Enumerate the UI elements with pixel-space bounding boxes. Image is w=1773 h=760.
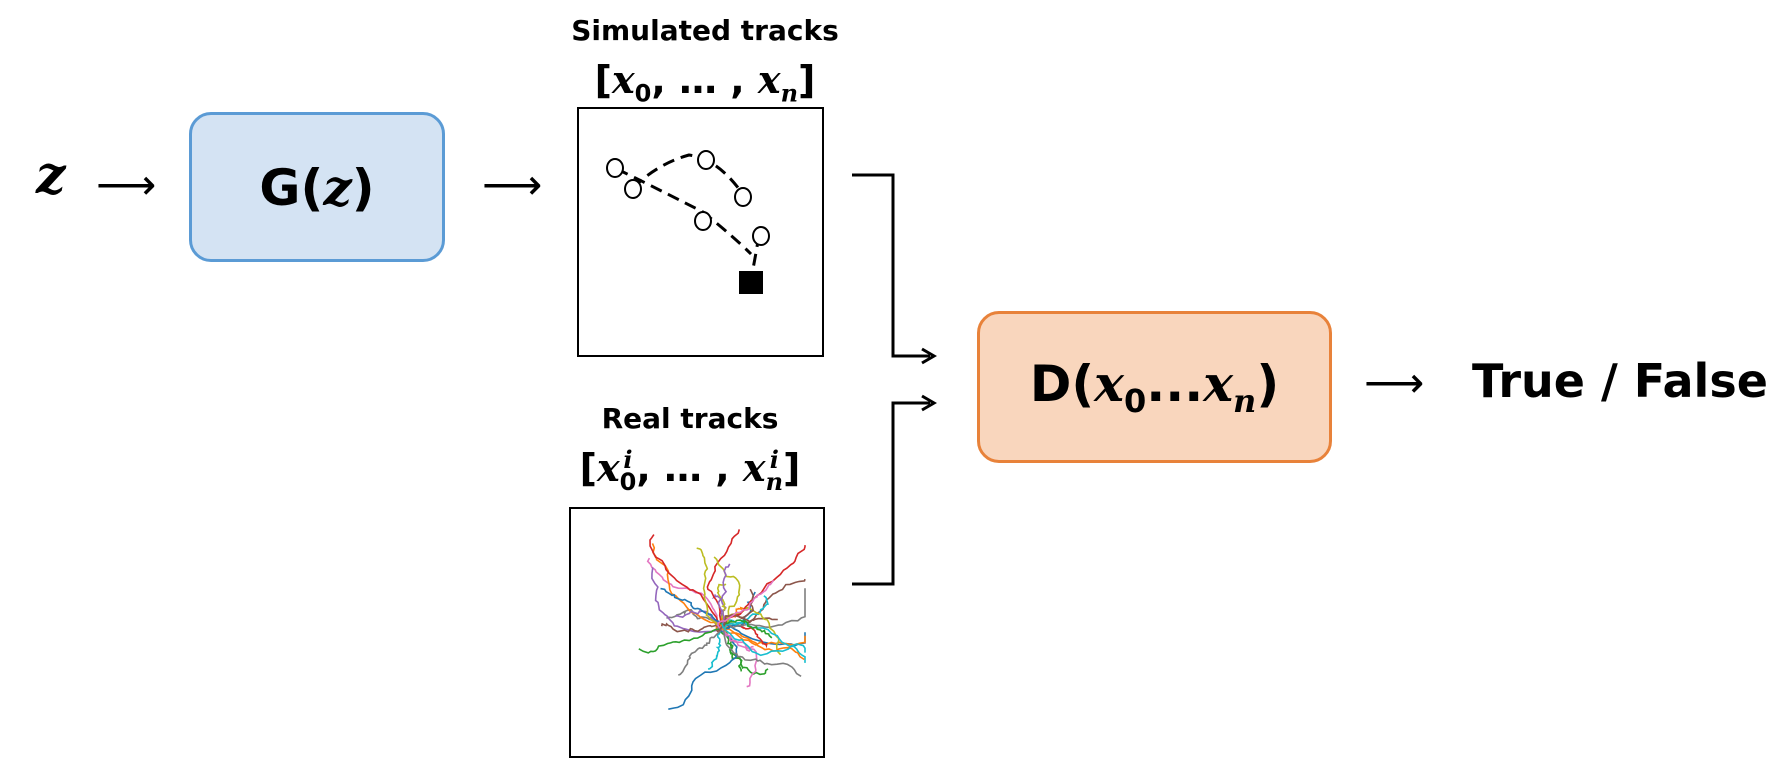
sim-track-point — [697, 150, 715, 170]
connector-real — [852, 401, 930, 586]
sim-track-point — [734, 187, 752, 207]
sim-seq-last: x — [757, 57, 781, 102]
input-z-symbol: z — [36, 145, 66, 206]
sim-track-path-2 — [631, 153, 746, 197]
discriminator-box: D(x0...xn) — [977, 311, 1332, 463]
real-track-line — [638, 628, 721, 654]
real-seq-close: ] — [783, 446, 801, 490]
real-seq-last-sub: n — [765, 466, 784, 496]
real-seq-first-sub: 0 — [619, 467, 637, 496]
real-track-line — [668, 629, 738, 710]
real-track-line — [660, 622, 720, 633]
simulated-tracks-sequence: [x0, … , xn] — [560, 58, 850, 116]
generator-prefix: G( — [259, 158, 324, 217]
sim-seq-close: ] — [798, 58, 816, 102]
generator-var: z — [323, 157, 352, 217]
arrow-generator-to-simulated: ⟶ — [482, 160, 543, 209]
real-track-plot — [638, 529, 806, 710]
real-track-line — [724, 588, 806, 629]
real-seq-first: x — [596, 445, 620, 490]
sim-seq-last-sub: n — [780, 78, 799, 108]
connector-simulated — [852, 173, 930, 358]
real-track-line — [717, 563, 731, 625]
sim-track-end-marker — [739, 271, 763, 294]
real-track-line — [716, 625, 806, 646]
simulated-tracks-panel — [577, 107, 824, 357]
sim-track-point — [694, 211, 712, 231]
real-track-line — [649, 534, 719, 623]
real-tracks-panel — [569, 507, 825, 758]
generator-box: G(z) — [189, 112, 445, 262]
real-track-line — [718, 622, 805, 661]
simulated-track-plot — [606, 150, 770, 294]
disc-last: x — [1203, 354, 1234, 413]
real-track-line — [723, 630, 802, 677]
real-seq-first-sup: i — [623, 444, 633, 474]
real-track-line — [716, 579, 775, 625]
disc-prefix: D( — [1029, 355, 1095, 413]
real-track-line — [646, 557, 720, 625]
connector-simulated-arrowhead — [921, 347, 937, 365]
sim-track-point — [624, 179, 642, 199]
real-track-line — [696, 547, 718, 625]
simulated-tracks-title: Simulated tracks — [571, 14, 839, 47]
generator-suffix: ) — [351, 158, 375, 217]
disc-mid: ... — [1146, 355, 1204, 413]
real-tracks-sequence: [x i 0, … , x i n] — [555, 444, 825, 496]
disc-last-sub: n — [1233, 382, 1257, 420]
disc-suffix: ) — [1256, 355, 1280, 413]
real-tracks-title: Real tracks — [601, 402, 779, 435]
disc-first-sub: 0 — [1123, 382, 1147, 420]
generator-label: G(z) — [259, 158, 374, 217]
sim-seq-mid: , … , — [651, 58, 758, 102]
real-track-line — [723, 621, 806, 663]
real-track-line — [719, 619, 773, 639]
sim-track-point — [606, 158, 624, 178]
real-track-line — [675, 609, 719, 625]
real-track-line — [678, 624, 723, 676]
real-track-line — [719, 630, 742, 672]
discriminator-label: D(x0...xn) — [1030, 354, 1279, 420]
real-seq-last-sup: i — [769, 444, 779, 474]
real-seq-mid: , … , — [636, 446, 743, 490]
sim-track-point — [752, 226, 770, 246]
sim-seq-first: x — [611, 57, 635, 102]
sim-seq-open: [ — [594, 58, 612, 102]
real-track-line — [707, 626, 722, 670]
real-track-line — [721, 623, 806, 657]
real-seq-open: [ — [579, 446, 597, 490]
arrow-discriminator-to-output: ⟶ — [1364, 358, 1425, 407]
output-label: True / False — [1472, 354, 1768, 408]
real-track-line — [720, 545, 806, 623]
disc-first: x — [1094, 354, 1124, 413]
connector-real-arrowhead — [921, 394, 937, 412]
sim-seq-first-sub: 0 — [634, 79, 652, 108]
arrow-z-to-generator: ⟶ — [96, 160, 157, 209]
real-track-line — [660, 587, 725, 625]
real-seq-last: x — [742, 445, 766, 490]
real-track-line — [706, 529, 741, 629]
